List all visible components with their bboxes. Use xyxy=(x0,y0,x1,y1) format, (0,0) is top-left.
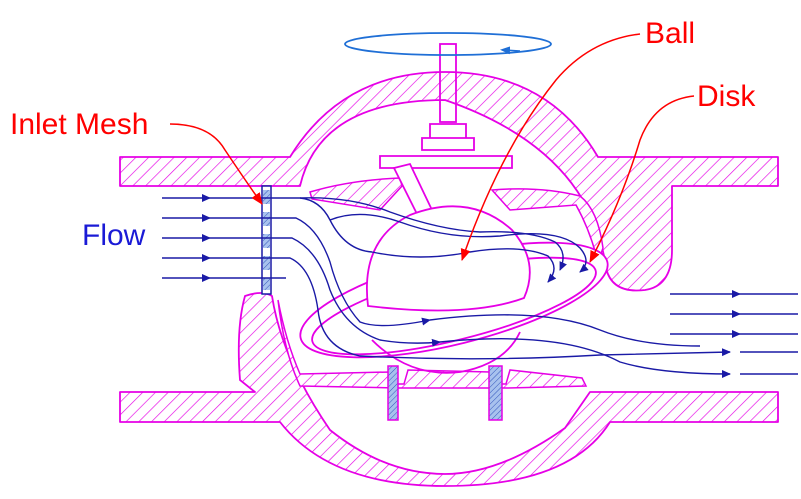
guide-stem-right xyxy=(488,365,503,421)
flow-lines xyxy=(162,194,798,378)
streamline xyxy=(210,237,441,347)
upper-cage-left xyxy=(309,177,403,211)
valve-body xyxy=(119,71,779,487)
streamline xyxy=(429,314,701,347)
streamline xyxy=(329,213,589,273)
guide-stem-left xyxy=(387,365,399,421)
streamline xyxy=(210,217,431,327)
ball-leader xyxy=(460,33,641,261)
rotation-indicator xyxy=(344,32,552,56)
stem-bonnet xyxy=(421,123,475,151)
inlet-mesh-leader xyxy=(169,123,263,205)
streamline xyxy=(299,197,567,271)
disk-label: Disk xyxy=(697,80,756,113)
actuator xyxy=(379,43,513,218)
upper-body-casing xyxy=(119,71,779,292)
streamline xyxy=(210,197,373,253)
crossbar xyxy=(379,155,513,169)
callout-leaders xyxy=(169,33,695,263)
streamline xyxy=(210,257,731,360)
disk-leader xyxy=(589,95,695,263)
upper-cage-right xyxy=(490,188,604,265)
inner-cage xyxy=(277,177,604,421)
lower-cage xyxy=(277,299,588,389)
inlet-mesh xyxy=(261,185,272,295)
stem-shaft xyxy=(439,43,457,123)
streamline xyxy=(371,248,557,283)
flow-label: Flow xyxy=(82,219,146,252)
lever-arm xyxy=(392,162,434,218)
streamline xyxy=(439,338,731,378)
lower-body-casing xyxy=(119,292,779,487)
inlet-mesh-label: Inlet Mesh xyxy=(10,108,148,141)
ball-label: Ball xyxy=(645,17,695,50)
